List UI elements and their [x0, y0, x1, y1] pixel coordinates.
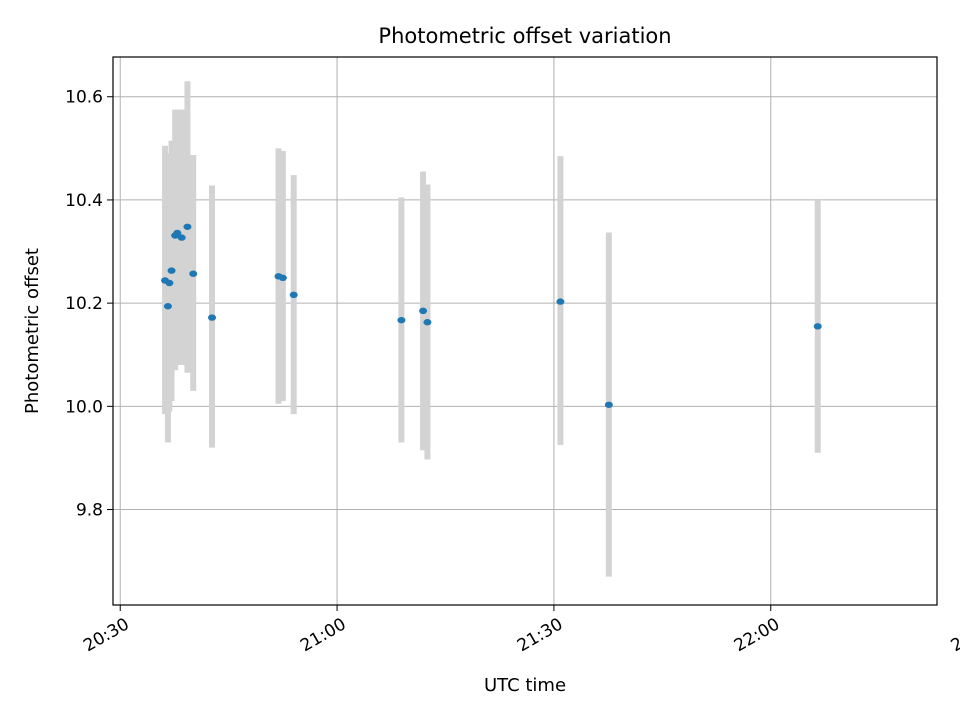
y-tick-label: 10.6	[65, 88, 103, 108]
plot-frame	[112, 56, 938, 606]
data-point	[183, 223, 192, 230]
data-point	[165, 279, 174, 287]
data-point	[163, 303, 172, 310]
x-axis-label: UTC time	[484, 675, 566, 696]
y-tick-label: 9.8	[76, 501, 103, 521]
y-tick-label: 10.2	[65, 294, 103, 314]
data-point	[173, 229, 182, 237]
y-axis-label: Photometric offset	[22, 248, 43, 414]
point-layer	[161, 223, 822, 408]
chart-title: Photometric offset variation	[378, 24, 671, 48]
data-point	[289, 291, 298, 299]
data-point	[604, 401, 613, 408]
data-point	[397, 316, 406, 324]
data-point	[167, 267, 176, 274]
data-point	[556, 298, 565, 305]
data-point	[813, 323, 822, 330]
data-point	[189, 270, 198, 277]
data-point	[208, 314, 217, 321]
y-tick-label: 10.4	[65, 191, 103, 211]
y-tick-label: 10.0	[65, 397, 103, 417]
data-point	[419, 307, 428, 315]
data-point	[177, 234, 186, 241]
data-point	[278, 274, 287, 282]
data-point	[423, 319, 432, 326]
grid-layer	[113, 57, 937, 605]
y-axis-ticks: 9.8 10.0 10.2 10.4 10.6	[65, 88, 113, 521]
